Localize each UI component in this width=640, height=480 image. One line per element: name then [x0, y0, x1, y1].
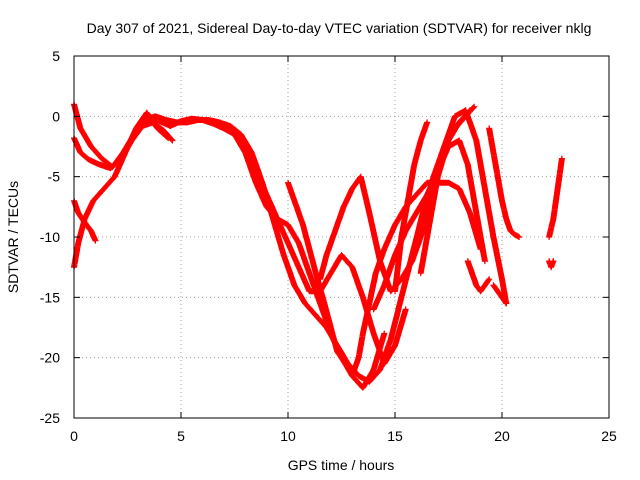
- x-tick-label: 20: [494, 428, 510, 444]
- x-tick-label: 15: [387, 428, 403, 444]
- series-trace-10: [392, 119, 431, 295]
- grid-lines: [74, 56, 609, 418]
- x-tick-label: 5: [177, 428, 185, 444]
- series-trace-8: [317, 107, 510, 307]
- y-tick-label: -25: [40, 410, 60, 426]
- x-tick-label: 10: [280, 428, 296, 444]
- series-trace-13: [464, 258, 493, 295]
- axis-ticks: 0 5 10 15 20 25 -25 -20 -15 -10 -5 0 5: [40, 48, 617, 444]
- y-tick-label: -20: [40, 350, 60, 366]
- series-trace-7: [285, 179, 484, 379]
- series-trace-16: [546, 258, 557, 271]
- y-tick-label: -10: [40, 229, 60, 245]
- y-tick-label: -15: [40, 289, 60, 305]
- y-axis-title: SDTVAR / TECUs: [5, 181, 21, 293]
- series-trace-14: [490, 282, 510, 307]
- y-tick-label: 0: [52, 108, 60, 124]
- series-trace-11: [417, 107, 473, 277]
- y-tick-label: -5: [48, 169, 61, 185]
- y-tick-label: 5: [52, 48, 60, 64]
- data-marks: [71, 101, 565, 391]
- x-tick-label: 25: [601, 428, 617, 444]
- series-trace-12: [486, 125, 523, 240]
- chart-title: Day 307 of 2021, Sidereal Day-to-day VTE…: [87, 20, 592, 36]
- x-axis-title: GPS time / hours: [288, 457, 395, 473]
- x-tick-label: 0: [70, 428, 78, 444]
- series-trace-15: [546, 155, 565, 240]
